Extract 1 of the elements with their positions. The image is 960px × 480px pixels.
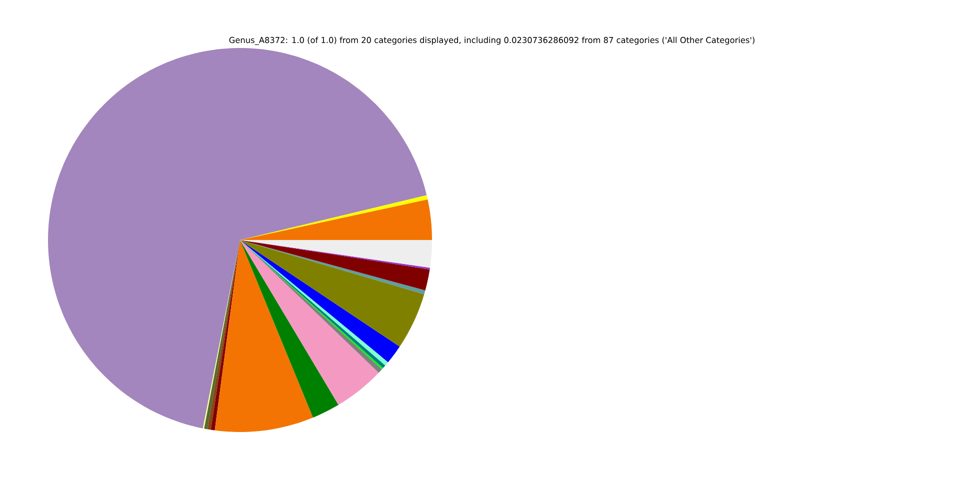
- text: Genus_A8372: 1.0 (of 1.0) from 20 categories displayed, including 0.0230736286092 from 87 categories ('All Other Categories'): [229, 36, 754, 45]
